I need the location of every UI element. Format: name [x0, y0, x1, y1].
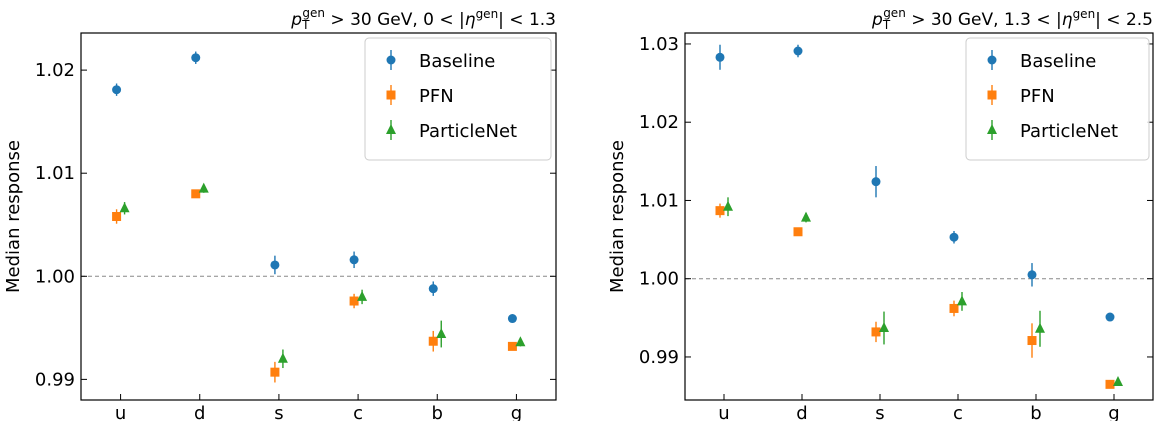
x-tick-label-d: d: [194, 403, 205, 421]
point-baseline-u: [112, 85, 122, 95]
x-tick-label-g: g: [511, 403, 522, 421]
x-tick-label-u: u: [115, 403, 126, 421]
legend-label: Baseline: [419, 51, 495, 72]
y-axis-label: Median response: [607, 140, 628, 293]
series-baseline: [112, 51, 517, 324]
point-pfn-b: [428, 336, 438, 346]
x-tick-label-b: b: [432, 403, 443, 421]
point-pfn-b: [1027, 336, 1037, 346]
point-baseline-b: [1027, 270, 1037, 280]
point-baseline-g: [507, 314, 517, 324]
x-tick-label-s: s: [274, 403, 283, 421]
y-tick-label: 0.99: [639, 347, 679, 368]
point-particlenet-b: [436, 328, 447, 339]
chart-title: pTgen > 30 GeV, 0 < |ηgen| < 1.3: [290, 6, 556, 32]
point-pfn-d: [191, 189, 201, 199]
y-tick-label: 1.01: [35, 163, 75, 184]
point-pfn-u: [715, 206, 725, 216]
y-tick-label: 1.00: [35, 266, 75, 287]
legend-box: [965, 37, 1150, 161]
point-baseline-s: [871, 177, 881, 187]
legend-label: Baseline: [1020, 51, 1096, 72]
point-pfn-u: [112, 212, 122, 221]
legend-marker-circle: [987, 55, 997, 65]
point-baseline-c: [349, 255, 359, 265]
point-particlenet-d: [198, 182, 209, 193]
x-tick-label-u: u: [718, 403, 729, 421]
point-pfn-g: [507, 341, 517, 351]
x-tick-label-d: d: [796, 403, 807, 421]
legend-marker-circle: [386, 55, 396, 65]
legend-label: ParticleNet: [419, 121, 517, 142]
point-pfn-s: [871, 327, 881, 337]
legend: Baseline PFN ParticleNet: [364, 37, 552, 161]
point-particlenet-g: [1113, 376, 1123, 387]
point-baseline-d: [191, 53, 201, 63]
y-tick-label: 1.01: [639, 190, 679, 211]
point-particlenet-u: [723, 200, 733, 211]
legend-marker-square: [386, 90, 396, 100]
legend-marker-triangle: [987, 124, 997, 134]
legend-label: PFN: [1020, 86, 1055, 107]
point-particlenet-s: [879, 322, 889, 333]
x-tick-label-c: c: [353, 403, 363, 421]
point-particlenet-b: [1035, 322, 1045, 333]
series-baseline: [715, 44, 1115, 322]
point-pfn-d: [793, 227, 803, 237]
point-particlenet-c: [957, 295, 967, 306]
point-baseline-d: [793, 46, 803, 56]
y-tick-label: 0.99: [35, 369, 75, 390]
point-pfn-c: [349, 296, 359, 306]
legend-label: ParticleNet: [1020, 121, 1118, 142]
legend-box: [364, 37, 552, 161]
x-tick-label-b: b: [1030, 403, 1041, 421]
point-particlenet-g: [515, 336, 526, 347]
y-tick-label: 1.00: [639, 269, 679, 290]
series-particlenet: [119, 182, 526, 369]
point-baseline-b: [428, 284, 438, 294]
legend-marker-square: [987, 90, 997, 100]
point-baseline-u: [715, 52, 725, 62]
point-particlenet-d: [801, 211, 811, 222]
point-baseline-c: [949, 232, 959, 242]
axes-frame: [80, 32, 557, 401]
x-tick-label-s: s: [875, 403, 884, 421]
point-pfn-c: [949, 303, 959, 313]
chart-panel-2: 0.99 1.00 1.01 1.02 1.03 u d s c b g Median respons…: [607, 6, 1154, 421]
point-pfn-s: [270, 367, 280, 377]
legend-marker-triangle: [386, 124, 396, 134]
x-tick-label-g: g: [1108, 403, 1119, 421]
y-tick-label: 1.03: [639, 34, 679, 55]
point-pfn-g: [1105, 379, 1115, 389]
y-axis-label: Median response: [3, 140, 24, 293]
x-tick-label-c: c: [953, 403, 963, 421]
point-particlenet-c: [357, 290, 368, 301]
legend-label: PFN: [419, 86, 454, 107]
series-pfn: [715, 203, 1115, 389]
chart-title: pTgen > 30 GeV, 1.3 < |ηgen| < 2.5: [871, 6, 1153, 32]
point-baseline-g: [1105, 312, 1115, 322]
point-particlenet-s: [277, 352, 288, 363]
y-tick-label: 1.02: [639, 112, 679, 133]
chart-panel-1: 0.99 1.00 1.01 1.02 u d s c b g Median response pTg…: [3, 6, 557, 421]
series-pfn: [112, 189, 517, 383]
axes-frame: [684, 32, 1154, 401]
series-particlenet: [723, 197, 1123, 387]
point-particlenet-u: [119, 202, 130, 213]
y-tick-label: 1.02: [35, 60, 75, 81]
point-baseline-s: [270, 260, 280, 270]
legend: Baseline PFN ParticleNet: [965, 37, 1150, 161]
